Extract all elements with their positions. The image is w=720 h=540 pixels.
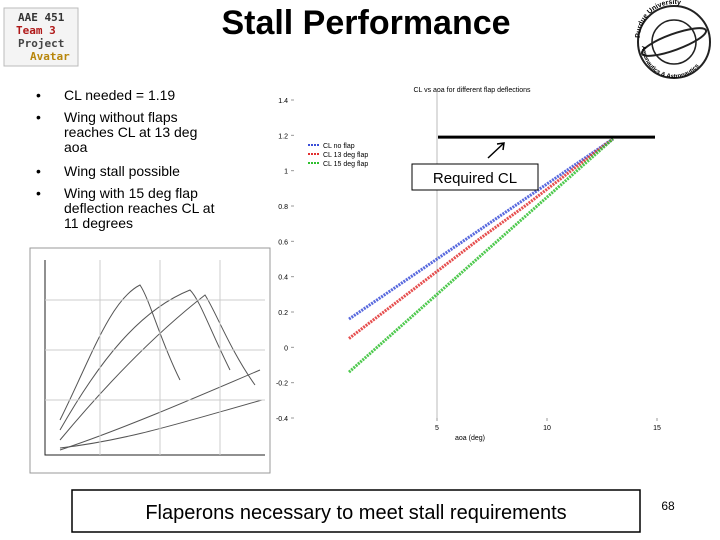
y-tick-label: 0.2	[278, 310, 288, 317]
chart-title: CL vs aoa for different flap deflections	[413, 87, 531, 94]
legend-label: CL 13 deg flap	[323, 152, 368, 159]
chart: CL vs aoa for different flap deflections…	[276, 87, 661, 442]
logo-line: Team 3	[16, 24, 56, 37]
x-tick-label: 5	[435, 425, 439, 432]
logo-line: Avatar	[30, 50, 70, 63]
y-tick-label: 1	[284, 169, 288, 176]
x-tick-label: 10	[543, 425, 551, 432]
bullet-dot: •	[36, 87, 41, 103]
footer-text: Flaperons necessary to meet stall requir…	[145, 502, 566, 524]
legend-label: CL no flap	[323, 143, 355, 150]
x-axis-label: aoa (deg)	[455, 435, 485, 442]
y-tick-label: 0.6	[278, 239, 288, 246]
y-tick-label: 1.4	[278, 98, 288, 105]
footer-box	[71, 489, 641, 533]
bullet-dot: •	[36, 109, 41, 125]
y-tick-label: -0.2	[276, 381, 288, 388]
series-line	[348, 137, 614, 321]
bullet-text: Wing without flaps reaches CL at 13 deg …	[64, 109, 198, 155]
page-number: 68	[661, 499, 675, 513]
series-line	[348, 137, 614, 374]
x-tick-label: 15	[653, 425, 661, 432]
y-tick-label: 1.2	[278, 133, 288, 140]
series-line	[348, 137, 614, 340]
scanned-figure	[29, 247, 271, 474]
y-tick-label: 0.4	[278, 275, 288, 282]
legend-label: CL 15 deg flap	[323, 161, 368, 168]
logo-line: AAE 451	[18, 11, 65, 24]
bullet-dot: •	[36, 185, 41, 201]
emblem: Purdue University Aeronautics & Astronau…	[635, 0, 711, 80]
bullet-text: Wing stall possible	[64, 163, 180, 179]
bullet-dot: •	[36, 163, 41, 179]
logo-line: Project	[18, 37, 64, 50]
arrow	[487, 142, 505, 159]
y-tick-label: -0.4	[276, 416, 288, 423]
logo-box	[3, 7, 79, 67]
annotation-text: Required CL	[433, 170, 517, 187]
y-tick-label: 0.8	[278, 204, 288, 211]
annotation-box	[411, 163, 539, 191]
slide-title: Stall Performance	[221, 4, 510, 42]
bullet-text: Wing with 15 deg flap deflection reaches…	[64, 185, 215, 231]
bullet-text: CL needed = 1.19	[64, 87, 176, 103]
logo: AAE 451 Team 3 Project Avatar	[16, 11, 70, 63]
y-tick-label: 0	[284, 345, 288, 352]
